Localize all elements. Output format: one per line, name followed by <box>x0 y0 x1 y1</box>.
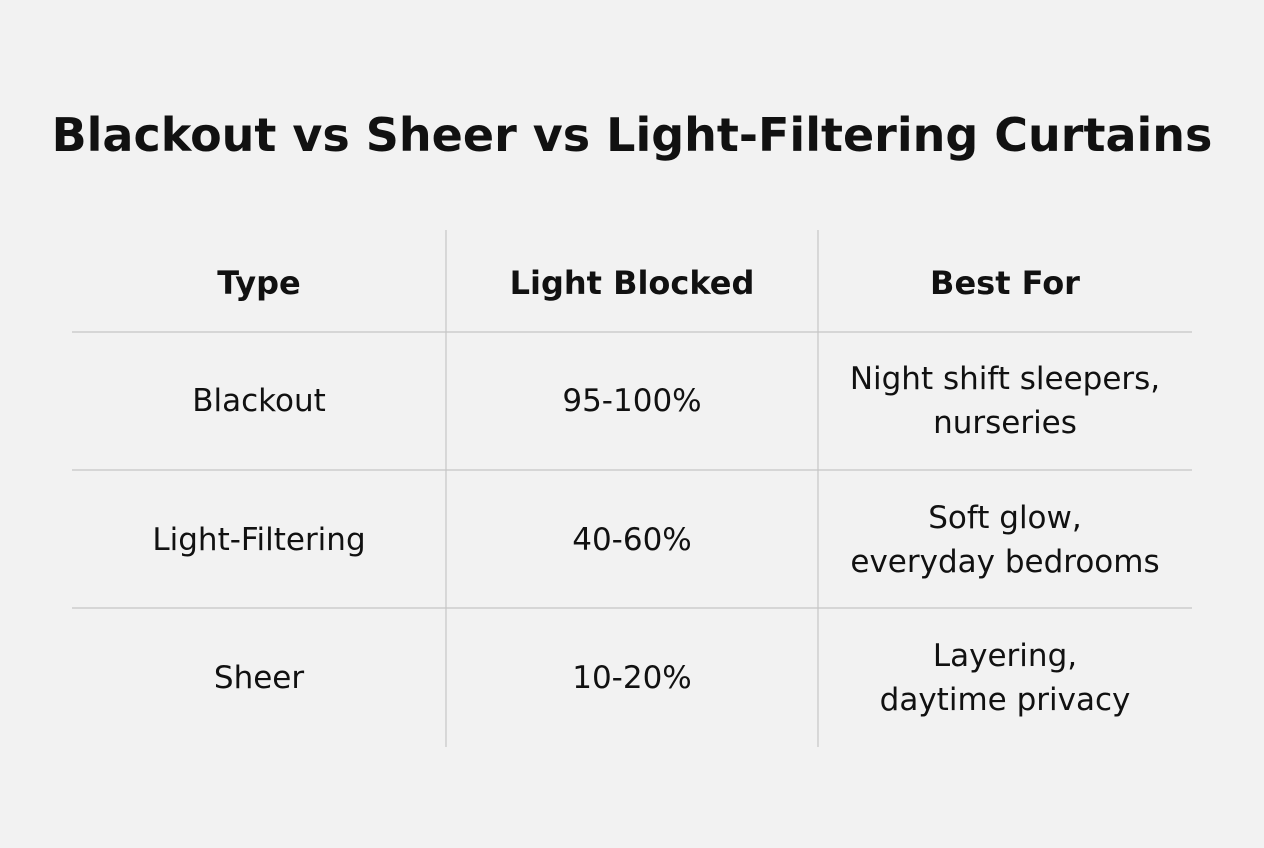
cell: 40-60% <box>572 522 692 558</box>
column-header: Best For <box>930 264 1080 302</box>
cell: Sheer <box>214 660 304 696</box>
cell-line: everyday bedrooms <box>850 544 1159 580</box>
page-title: Blackout vs Sheer vs Light-Filtering Cur… <box>52 108 1213 162</box>
cell-line: Layering, <box>933 638 1077 674</box>
cell-line: nurseries <box>933 405 1077 441</box>
cell: 95-100% <box>562 383 701 419</box>
cell: 10-20% <box>572 660 692 696</box>
cell-line: Night shift sleepers, <box>850 361 1160 397</box>
cell-line: daytime privacy <box>880 682 1131 718</box>
cell-line: Soft glow, <box>928 500 1082 536</box>
cell: Light-Filtering <box>152 522 365 558</box>
cell: Blackout <box>192 383 326 419</box>
column-header: Type <box>217 264 301 302</box>
column-header: Light Blocked <box>510 264 755 302</box>
